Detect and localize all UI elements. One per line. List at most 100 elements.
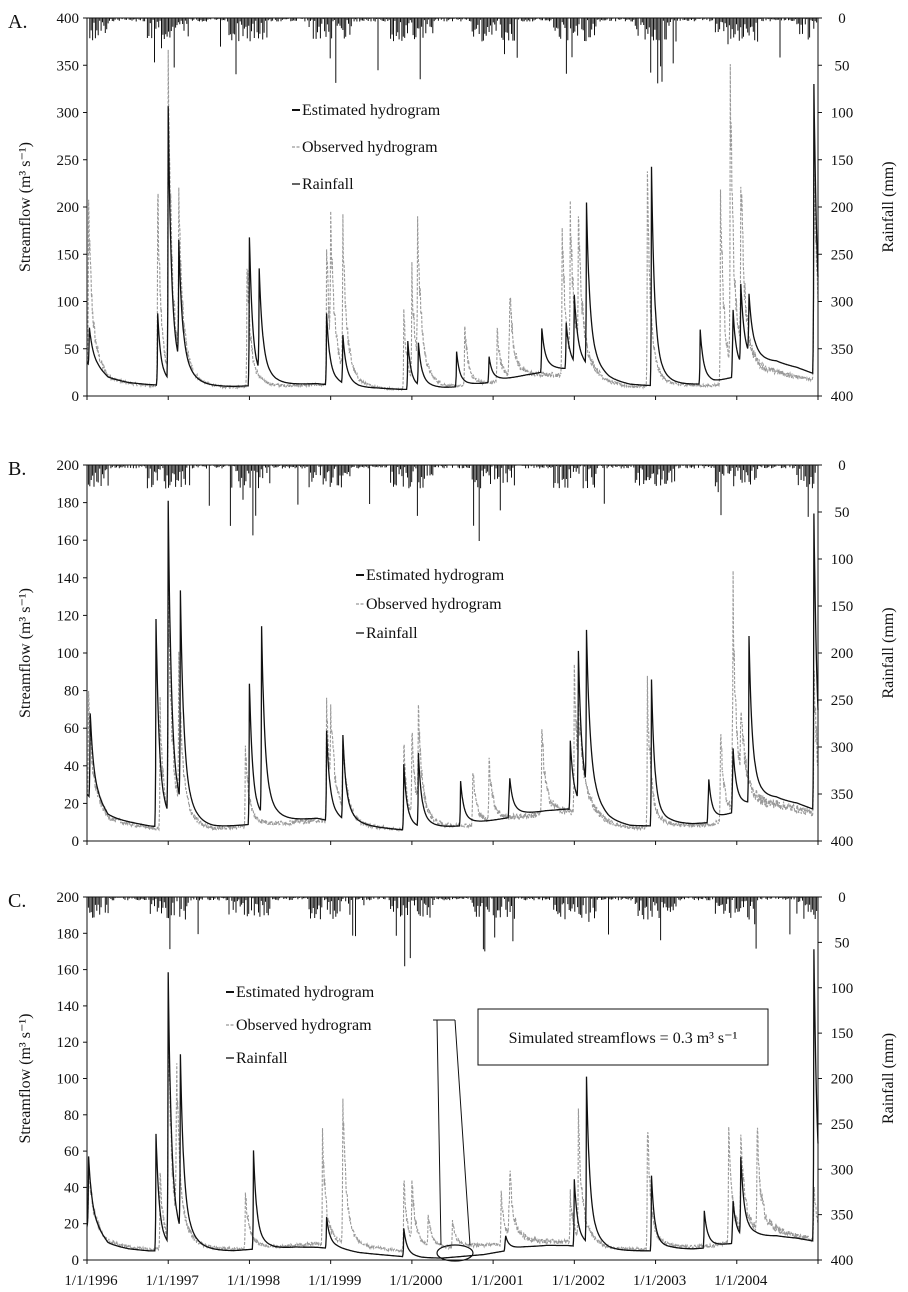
- y2-tick-label: 250: [831, 247, 854, 263]
- y2-tick-label: 50: [835, 935, 850, 951]
- legend-label: Estimated hydrogram: [236, 984, 375, 1001]
- y2-tick-label: 100: [831, 981, 854, 997]
- y2-tick-label: 400: [831, 389, 854, 405]
- y-tick-label: 350: [57, 58, 80, 74]
- y2-tick-label: 50: [835, 505, 850, 521]
- y2-tick-label: 100: [831, 106, 854, 122]
- y2-axis-title: Rainfall (mm): [880, 161, 897, 252]
- legend-label: Observed hydrogram: [236, 1017, 372, 1034]
- panel-label: B.: [8, 458, 26, 480]
- y-tick-label: 140: [57, 999, 80, 1015]
- y-tick-label: 20: [64, 1217, 79, 1233]
- y2-tick-label: 0: [838, 890, 846, 906]
- y2-tick-label: 250: [831, 1117, 854, 1133]
- x-tick-label: 1/1/2003: [633, 1273, 686, 1289]
- y-tick-label: 0: [72, 1253, 80, 1269]
- y-axis-title: Streamflow (m³ s⁻¹): [17, 142, 34, 272]
- y-tick-label: 100: [57, 646, 80, 662]
- x-tick-label: 1/1/1996: [64, 1273, 118, 1289]
- legend-label: Rainfall: [366, 625, 418, 642]
- y2-tick-label: 400: [831, 834, 854, 850]
- y2-tick-label: 100: [831, 552, 854, 568]
- y-tick-label: 50: [64, 342, 79, 358]
- observed-hydrogram-line: [86, 544, 819, 833]
- x-tick-label: 1/1/2004: [714, 1273, 768, 1289]
- legend-label: Observed hydrogram: [302, 139, 438, 156]
- y-tick-label: 300: [57, 106, 80, 122]
- y-tick-label: 20: [64, 796, 79, 812]
- x-tick-label: 1/1/2001: [470, 1273, 523, 1289]
- x-tick-label: 1/1/1997: [146, 1273, 200, 1289]
- estimated-hydrogram-line: [86, 949, 819, 1259]
- estimated-hydrogram-line: [86, 500, 819, 831]
- y-tick-label: 100: [57, 295, 80, 311]
- y-tick-label: 120: [57, 1035, 80, 1051]
- y-axis-title: Streamflow (m³ s⁻¹): [17, 1013, 34, 1143]
- observed-hydrogram-line: [86, 49, 819, 392]
- highlight-ellipse: [436, 1244, 474, 1262]
- y-tick-label: 0: [72, 834, 80, 850]
- y2-tick-label: 200: [831, 1072, 854, 1088]
- panel-c: C. 0 20 40 60 80 100 120 140 160 180 200 0 50 100 150 20…: [8, 890, 897, 1289]
- x-tick-label: 1/1/2000: [389, 1273, 442, 1289]
- y-tick-label: 250: [57, 153, 80, 169]
- y2-tick-label: 150: [831, 1026, 854, 1042]
- panel-b: B. 0 20 40 60 80 100 120 140 160 180 200 0 50 100 150 20…: [8, 458, 897, 850]
- y-tick-label: 200: [57, 200, 80, 216]
- legend-label: Rainfall: [302, 176, 354, 193]
- legend-label: Estimated hydrogram: [366, 567, 505, 584]
- x-tick-label: 1/1/1998: [227, 1273, 280, 1289]
- y-tick-label: 150: [57, 247, 80, 263]
- y-tick-label: 100: [57, 1072, 80, 1088]
- y-tick-label: 180: [57, 496, 80, 512]
- y2-tick-label: 350: [831, 342, 854, 358]
- legend-label: Observed hydrogram: [366, 596, 502, 613]
- y2-tick-label: 350: [831, 1208, 854, 1224]
- y2-tick-label: 400: [831, 1253, 854, 1269]
- y2-tick-label: 300: [831, 740, 854, 756]
- rainfall-bars: [86, 18, 818, 84]
- panel-label: A.: [8, 11, 27, 33]
- y-tick-label: 0: [72, 389, 80, 405]
- rainfall-bars: [86, 897, 818, 967]
- y-tick-label: 80: [64, 1108, 79, 1124]
- estimated-hydrogram-line: [86, 83, 819, 391]
- annotation-text: Simulated streamflows = 0.3 m³ s⁻¹: [509, 1030, 738, 1047]
- y-tick-label: 80: [64, 684, 79, 700]
- y-tick-label: 200: [57, 890, 80, 906]
- y2-tick-label: 200: [831, 646, 854, 662]
- y-tick-label: 180: [57, 926, 80, 942]
- y-tick-label: 60: [64, 721, 79, 737]
- y-tick-label: 400: [57, 11, 80, 27]
- legend-label: Estimated hydrogram: [302, 102, 441, 119]
- y2-tick-label: 0: [838, 11, 846, 27]
- y2-tick-label: 300: [831, 295, 854, 311]
- y2-tick-label: 300: [831, 1162, 854, 1178]
- panel-a: A. 0 50 100 150 200 250 300 350 400 0 50 100 150 200 25…: [8, 11, 897, 405]
- y-tick-label: 160: [57, 533, 80, 549]
- legend-label: Rainfall: [236, 1050, 288, 1067]
- y2-tick-label: 50: [835, 58, 850, 74]
- annotation-box: [477, 1008, 769, 1066]
- y2-axis-title: Rainfall (mm): [880, 607, 897, 698]
- y-axis-title: Streamflow (m³ s⁻¹): [17, 588, 34, 718]
- y-tick-label: 120: [57, 608, 80, 624]
- y2-tick-label: 250: [831, 693, 854, 709]
- y2-axis-title: Rainfall (mm): [880, 1033, 897, 1124]
- y2-tick-label: 350: [831, 787, 854, 803]
- y2-tick-label: 0: [838, 458, 846, 474]
- x-tick-label: 1/1/1999: [308, 1273, 361, 1289]
- y-tick-label: 40: [64, 759, 79, 775]
- y2-tick-label: 200: [831, 200, 854, 216]
- annotation-leader-lines: [433, 1019, 471, 1246]
- rainfall-bars: [86, 465, 818, 541]
- y-tick-label: 40: [64, 1180, 79, 1196]
- x-tick-label: 1/1/2002: [552, 1273, 605, 1289]
- y-tick-label: 160: [57, 963, 80, 979]
- y-tick-label: 200: [57, 458, 80, 474]
- y2-tick-label: 150: [831, 599, 854, 615]
- y2-tick-label: 150: [831, 153, 854, 169]
- panel-label: C.: [8, 890, 26, 912]
- y-tick-label: 140: [57, 571, 80, 587]
